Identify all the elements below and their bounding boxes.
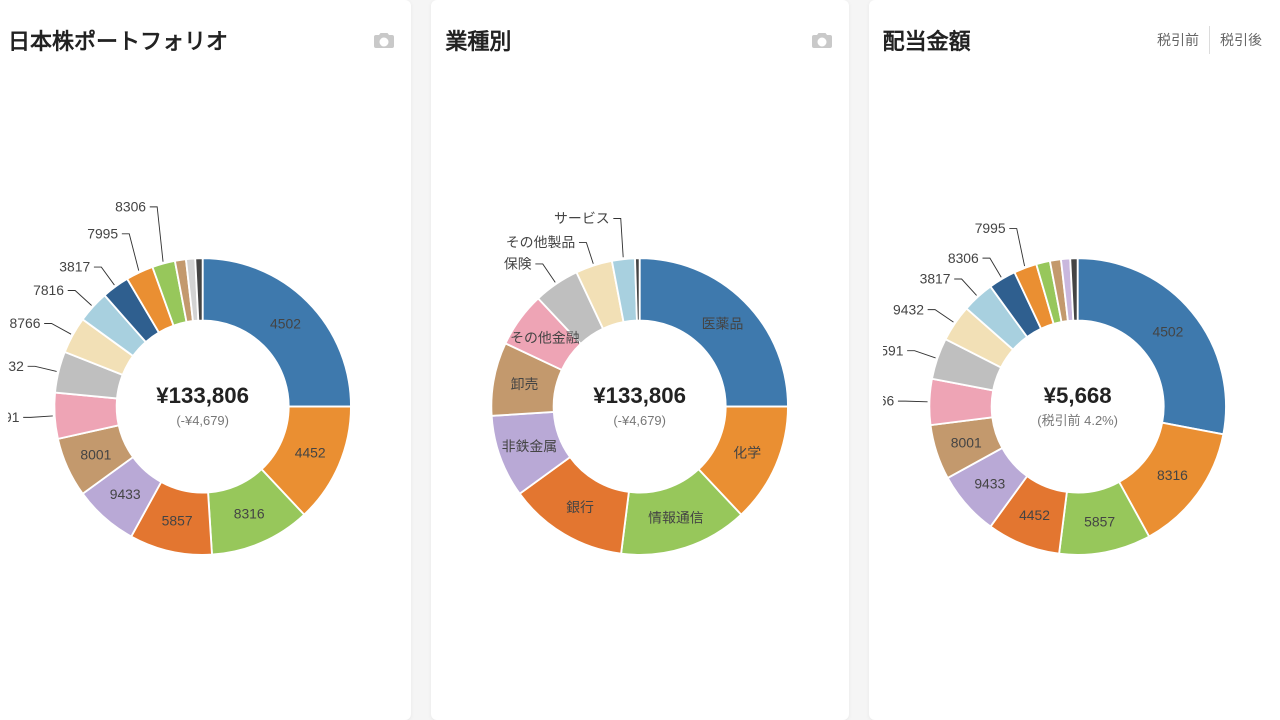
center-value: ¥133,806 — [594, 383, 687, 408]
slice-label: 8591 — [883, 342, 904, 358]
card-portfolio: 日本株ポートフォリオ 4502 4452 8316 5857 9433 8001 8591 9… — [0, 0, 411, 720]
slice-label: 3817 — [59, 259, 90, 275]
slice-label: 銀行 — [566, 499, 594, 515]
dividend-chart: 4502 8316 5857 4452 9433 8001 8766 8591 9432 3817… — [883, 66, 1272, 710]
card-title: 配当金額 — [883, 24, 971, 56]
toggle-pretax[interactable]: 税引前 — [1147, 26, 1210, 54]
slice-label: 4452 — [295, 445, 326, 461]
portfolio-chart: 4502 4452 8316 5857 9433 8001 8591 9432 8766 7816… — [8, 66, 397, 710]
slice-label: 9433 — [974, 476, 1005, 492]
tax-toggle[interactable]: 税引前 税引後 — [1147, 26, 1272, 54]
slice-label: 3817 — [919, 271, 950, 287]
slice-label: 8591 — [8, 409, 20, 425]
slice-label: 情報通信 — [648, 510, 704, 526]
center-value: ¥133,806 — [156, 383, 249, 408]
card-title: 日本株ポートフォリオ — [8, 24, 228, 56]
slice-label: その他金融 — [510, 329, 580, 345]
slice-label: 保険 — [504, 256, 532, 272]
slice-label: サービス — [554, 210, 610, 226]
donut-slice[interactable] — [1077, 258, 1225, 434]
slice-label: 化学 — [734, 445, 762, 461]
card-dividend: 配当金額 税引前 税引後 4502 8316 5857 4452 9433 8001 876… — [869, 0, 1280, 720]
slice-label: 7995 — [974, 220, 1005, 236]
slice-label: 9432 — [8, 358, 24, 374]
center-value: ¥5,668 — [1043, 383, 1111, 408]
center-subvalue: (税引前 4.2%) — [1037, 413, 1118, 428]
slice-label: 8766 — [10, 315, 41, 331]
slice-label: 7816 — [33, 282, 64, 298]
slice-label: 4502 — [270, 315, 301, 331]
camera-icon[interactable] — [371, 29, 397, 51]
slice-label: 5857 — [162, 513, 193, 529]
slice-label: 8001 — [80, 446, 111, 462]
slice-label: 4502 — [1152, 323, 1183, 339]
slice-label: 8316 — [1157, 467, 1188, 483]
sector-chart: 医薬品化学情報通信 銀行 非鉄金属 卸売 その他金融 保険 その他製品 サービス ¥133,80… — [445, 66, 834, 710]
slice-label: 非鉄金属 — [502, 438, 558, 454]
card-head: 業種別 — [445, 20, 834, 60]
slice-label: 医薬品 — [702, 315, 744, 331]
slice-label: 8306 — [115, 198, 146, 214]
slice-label: 7995 — [87, 225, 118, 241]
card-head: 配当金額 税引前 税引後 — [883, 20, 1272, 60]
slice-label: 8766 — [883, 393, 894, 409]
center-subvalue: (-¥4,679) — [614, 413, 667, 428]
slice-label: 5857 — [1084, 513, 1115, 529]
toggle-posttax[interactable]: 税引後 — [1210, 26, 1272, 54]
slice-label: 8316 — [234, 506, 265, 522]
card-title: 業種別 — [445, 24, 511, 56]
camera-icon[interactable] — [809, 29, 835, 51]
slice-label: 8306 — [948, 250, 979, 266]
card-head: 日本株ポートフォリオ — [8, 20, 397, 60]
card-sector: 業種別 医薬品化学情報通信 銀行 非鉄金属 卸売 その他金融 保険 その他製品 サービス ¥13… — [431, 0, 848, 720]
slice-label: 8001 — [950, 434, 981, 450]
center-subvalue: (-¥4,679) — [176, 413, 229, 428]
slice-label: 9433 — [110, 486, 141, 502]
slice-label: 4452 — [1019, 507, 1050, 523]
slice-label: 卸売 — [511, 376, 539, 392]
slice-label: 9432 — [893, 301, 924, 317]
dashboard-row: 日本株ポートフォリオ 4502 4452 8316 5857 9433 8001 8591 9… — [0, 0, 1280, 720]
slice-label: その他製品 — [506, 234, 575, 250]
